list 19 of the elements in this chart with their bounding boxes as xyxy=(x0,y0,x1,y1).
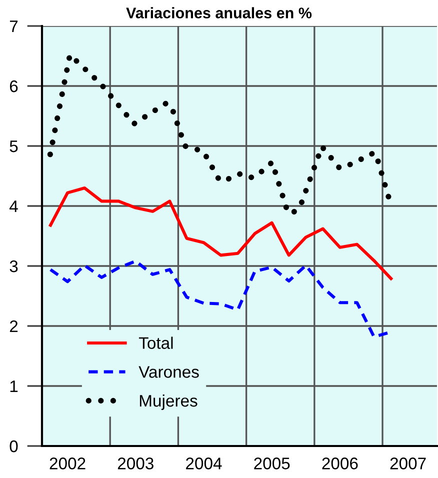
chart-title: Variaciones anuales en % xyxy=(126,7,312,18)
legend-label: Total xyxy=(138,336,173,349)
x-tick-label: 2005 xyxy=(254,458,290,470)
y-tick-label: 3 xyxy=(10,260,18,272)
y-tick-label: 4 xyxy=(10,200,18,212)
y-tick-label: 7 xyxy=(10,20,18,32)
line-series xyxy=(48,186,393,280)
x-tick-label: 2007 xyxy=(390,458,426,470)
y-tick-label: 5 xyxy=(10,140,18,152)
y-tick-label: 0 xyxy=(10,440,18,452)
x-tick-label: 2004 xyxy=(186,458,222,470)
x-tick-label: 2006 xyxy=(322,458,358,470)
legend-label: Mujeres xyxy=(140,394,198,410)
y-tick-label: 2 xyxy=(10,320,18,332)
legend-label: Varones xyxy=(138,366,199,378)
x-tick-label: 2002 xyxy=(50,458,86,470)
x-tick-label: 2003 xyxy=(118,458,154,470)
y-tick-label: 6 xyxy=(10,80,18,92)
y-tick-label: 1 xyxy=(10,380,18,392)
